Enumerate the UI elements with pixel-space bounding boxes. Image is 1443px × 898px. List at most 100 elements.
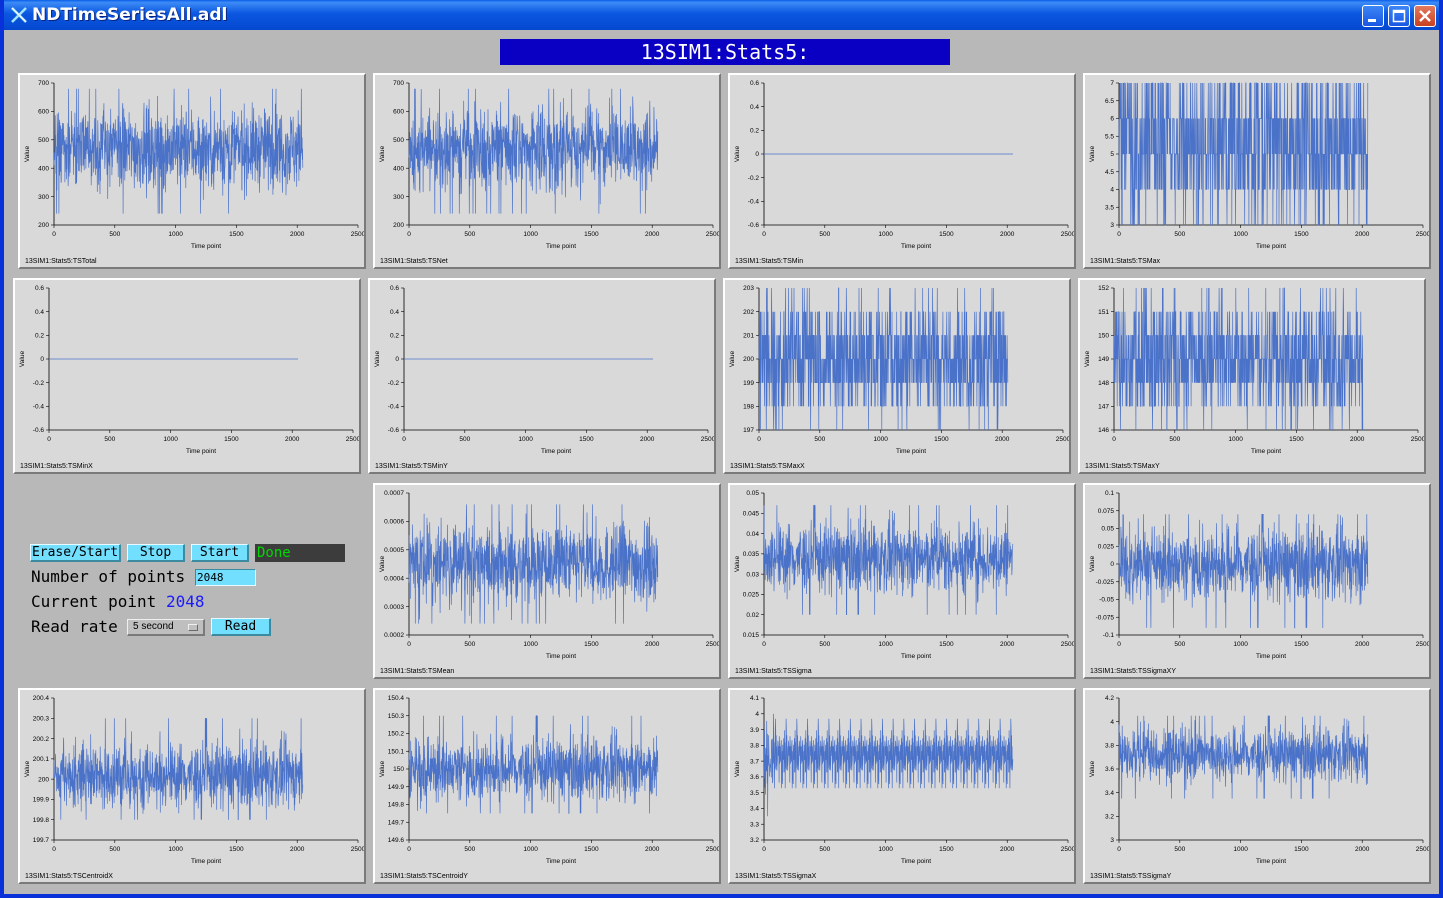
- plot-pv-label: 13SIM1:Stats5:TSMaxY: [1085, 463, 1160, 470]
- y-tick-label: 0.0006: [384, 519, 404, 526]
- series-trace: [763, 713, 1014, 817]
- y-tick-label: 3.2: [750, 837, 759, 844]
- y-tick-label: 3.4: [750, 806, 759, 813]
- erase-start-button[interactable]: Erase/Start: [30, 544, 121, 562]
- read-rate-value: 5 second: [133, 621, 174, 632]
- time-series-chart: 0 500 1000 1500 2000 2500 -0.6 -0.4 -0.2 0 0.2 0.4 0…: [19, 285, 359, 455]
- y-tick-label: 3.8: [750, 743, 759, 750]
- x-tick-label: 2000: [640, 436, 655, 443]
- y-tick-label: 0.05: [1101, 526, 1114, 533]
- x-tick-label: 500: [1174, 231, 1185, 238]
- read-button[interactable]: Read: [211, 618, 271, 636]
- plot-panel: 0 500 1000 1500 2000 2500 3 3.5 4 4.5 5 5.5 6 6.5 7 Tim…: [1083, 73, 1431, 269]
- y-tick-label: 148: [1098, 380, 1109, 387]
- plot-pv-label: 13SIM1:Stats5:TSMinX: [20, 463, 93, 470]
- series-trace: [763, 504, 1014, 616]
- y-tick-label: 4: [755, 711, 759, 718]
- y-tick-label: 3.2: [1105, 814, 1114, 821]
- maximize-button[interactable]: [1388, 5, 1410, 27]
- y-tick-label: 0.05: [746, 490, 759, 497]
- close-button[interactable]: [1414, 5, 1436, 27]
- x-tick-label: 2500: [1056, 436, 1069, 443]
- time-series-chart: 0 500 1000 1500 2000 2500 3.2 3.3 3.4 3.5 3.6 3.7 3.…: [734, 695, 1074, 865]
- y-tick-label: 3.7: [750, 758, 759, 765]
- x-tick-label: 1500: [1294, 846, 1309, 853]
- y-axis-label: Value: [24, 761, 31, 778]
- plot-pv-label: 13SIM1:Stats5:TSMin: [735, 258, 804, 265]
- time-series-chart: 0 500 1000 1500 2000 2500 146 147 148 149 150 151 15…: [1084, 285, 1424, 455]
- x-tick-label: 1500: [229, 846, 244, 853]
- plot-pv-label: 13SIM1:Stats5:TSMinY: [375, 463, 448, 470]
- x-tick-label: 1500: [229, 231, 244, 238]
- x-tick-label: 1000: [518, 436, 533, 443]
- x-tick-label: 2500: [351, 231, 364, 238]
- plot-pv-label: 13SIM1:Stats5:TSSigmaX: [735, 873, 817, 880]
- y-tick-label: 199.8: [33, 817, 50, 824]
- minimize-button[interactable]: [1362, 5, 1384, 27]
- x-axis-label: Time point: [191, 243, 221, 250]
- x-tick-label: 500: [1169, 436, 1180, 443]
- y-tick-label: 0.6: [750, 80, 759, 87]
- title-bar[interactable]: NDTimeSeriesAll.adl: [4, 0, 1439, 30]
- y-tick-label: 0: [395, 356, 399, 363]
- x-tick-label: 0: [47, 436, 51, 443]
- plot-pv-label: 13SIM1:Stats5:TSTotal: [25, 258, 97, 265]
- y-tick-label: 3.8: [1105, 743, 1114, 750]
- y-tick-label: 198: [743, 404, 754, 411]
- x-tick-label: 1000: [523, 641, 538, 648]
- plot-panel: 0 500 1000 1500 2000 2500 3.2 3.3 3.4 3.5 3.6 3.7 3.…: [728, 688, 1076, 884]
- y-tick-label: 150.3: [388, 713, 405, 720]
- y-tick-label: 5.5: [1105, 133, 1114, 140]
- y-tick-label: 147: [1098, 404, 1109, 411]
- y-tick-label: 150.4: [388, 695, 405, 702]
- x-tick-label: 1000: [168, 231, 183, 238]
- x-tick-label: 0: [407, 846, 411, 853]
- y-tick-label: -0.2: [748, 175, 760, 182]
- y-tick-label: 3.5: [750, 790, 759, 797]
- x-tick-label: 2000: [1000, 846, 1015, 853]
- series-trace: [408, 715, 659, 814]
- time-series-chart: 0 500 1000 1500 2000 2500 0.0002 0.0003 0.0004 0.…: [379, 490, 719, 660]
- y-tick-label: 151: [1098, 309, 1109, 316]
- x-tick-label: 500: [464, 231, 475, 238]
- y-tick-label: 6: [1110, 116, 1114, 123]
- app-x-icon: [10, 6, 28, 24]
- y-tick-label: -0.075: [1096, 614, 1115, 621]
- y-tick-label: 0.015: [743, 632, 760, 639]
- x-tick-label: 2000: [1350, 436, 1365, 443]
- x-tick-label: 2000: [1000, 231, 1015, 238]
- plot-pv-label: 13SIM1:Stats5:TSSigmaXY: [1090, 668, 1176, 675]
- y-tick-label: 200.3: [33, 715, 50, 722]
- y-tick-label: 149: [1098, 356, 1109, 363]
- x-tick-label: 500: [109, 231, 120, 238]
- current-point-label: Current point: [31, 592, 157, 611]
- start-button[interactable]: Start: [191, 544, 249, 562]
- x-tick-label: 1000: [523, 846, 538, 853]
- x-tick-label: 500: [1174, 846, 1185, 853]
- stop-button[interactable]: Stop: [127, 544, 185, 562]
- y-tick-label: 0.0004: [384, 575, 404, 582]
- x-tick-label: 2500: [1411, 436, 1424, 443]
- x-tick-label: 2000: [1355, 846, 1370, 853]
- y-axis-label: Value: [734, 761, 741, 778]
- x-axis-label: Time point: [541, 448, 571, 455]
- plot-panel: 0 500 1000 1500 2000 2500 -0.1 -0.075 -0.05 -0.02…: [1083, 483, 1431, 679]
- y-tick-label: 3.9: [750, 727, 759, 734]
- y-tick-label: 200.4: [33, 695, 50, 702]
- x-axis-label: Time point: [546, 858, 576, 865]
- read-rate-menu[interactable]: 5 second: [127, 619, 205, 636]
- x-tick-label: 0: [762, 231, 766, 238]
- y-tick-label: 6.5: [1105, 98, 1114, 105]
- num-points-input[interactable]: 2048: [195, 569, 256, 586]
- y-tick-label: -0.6: [748, 222, 760, 229]
- y-axis-label: Value: [24, 146, 31, 163]
- x-axis-label: Time point: [901, 858, 931, 865]
- x-tick-label: 2000: [645, 231, 660, 238]
- x-tick-label: 500: [464, 846, 475, 853]
- x-tick-label: 500: [819, 846, 830, 853]
- y-tick-label: 149.8: [388, 802, 405, 809]
- x-tick-label: 0: [762, 641, 766, 648]
- x-axis-label: Time point: [1256, 243, 1286, 250]
- x-tick-label: 0: [402, 436, 406, 443]
- x-tick-label: 500: [109, 846, 120, 853]
